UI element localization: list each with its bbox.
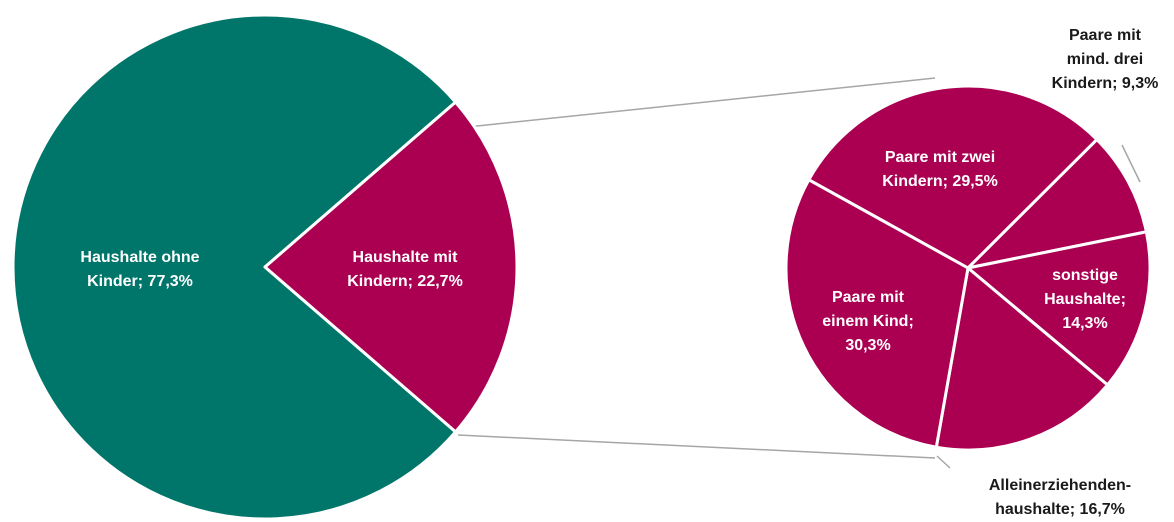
leader-line xyxy=(1121,144,1141,183)
leader-line xyxy=(936,455,951,469)
pie-slice xyxy=(807,84,1099,270)
data-label: Paare mit mind. drei Kindern; 9,3% xyxy=(1052,27,1159,92)
data-label: sonstige Haushalte; 14,3% xyxy=(1044,267,1126,332)
data-label: Alleinerziehenden-haushalte; 16,7% xyxy=(989,477,1131,518)
data-label: Paare mit zwei Kindern; 29,5% xyxy=(882,149,998,190)
data-label: Haushalte mit Kindern; 22,7% xyxy=(347,249,463,290)
pie-slice xyxy=(966,138,1148,270)
data-label: Haushalte ohne Kinder; 77,3% xyxy=(80,249,199,290)
data-label: Paare mit einem Kind; 30,3% xyxy=(822,289,914,354)
pie-slice xyxy=(263,100,519,434)
connector-line xyxy=(457,77,936,129)
connector-line xyxy=(457,434,936,459)
pie-slice xyxy=(11,13,458,521)
pie-slice xyxy=(784,178,970,449)
pie-slice xyxy=(966,230,1152,387)
pie-slice xyxy=(934,266,1109,452)
